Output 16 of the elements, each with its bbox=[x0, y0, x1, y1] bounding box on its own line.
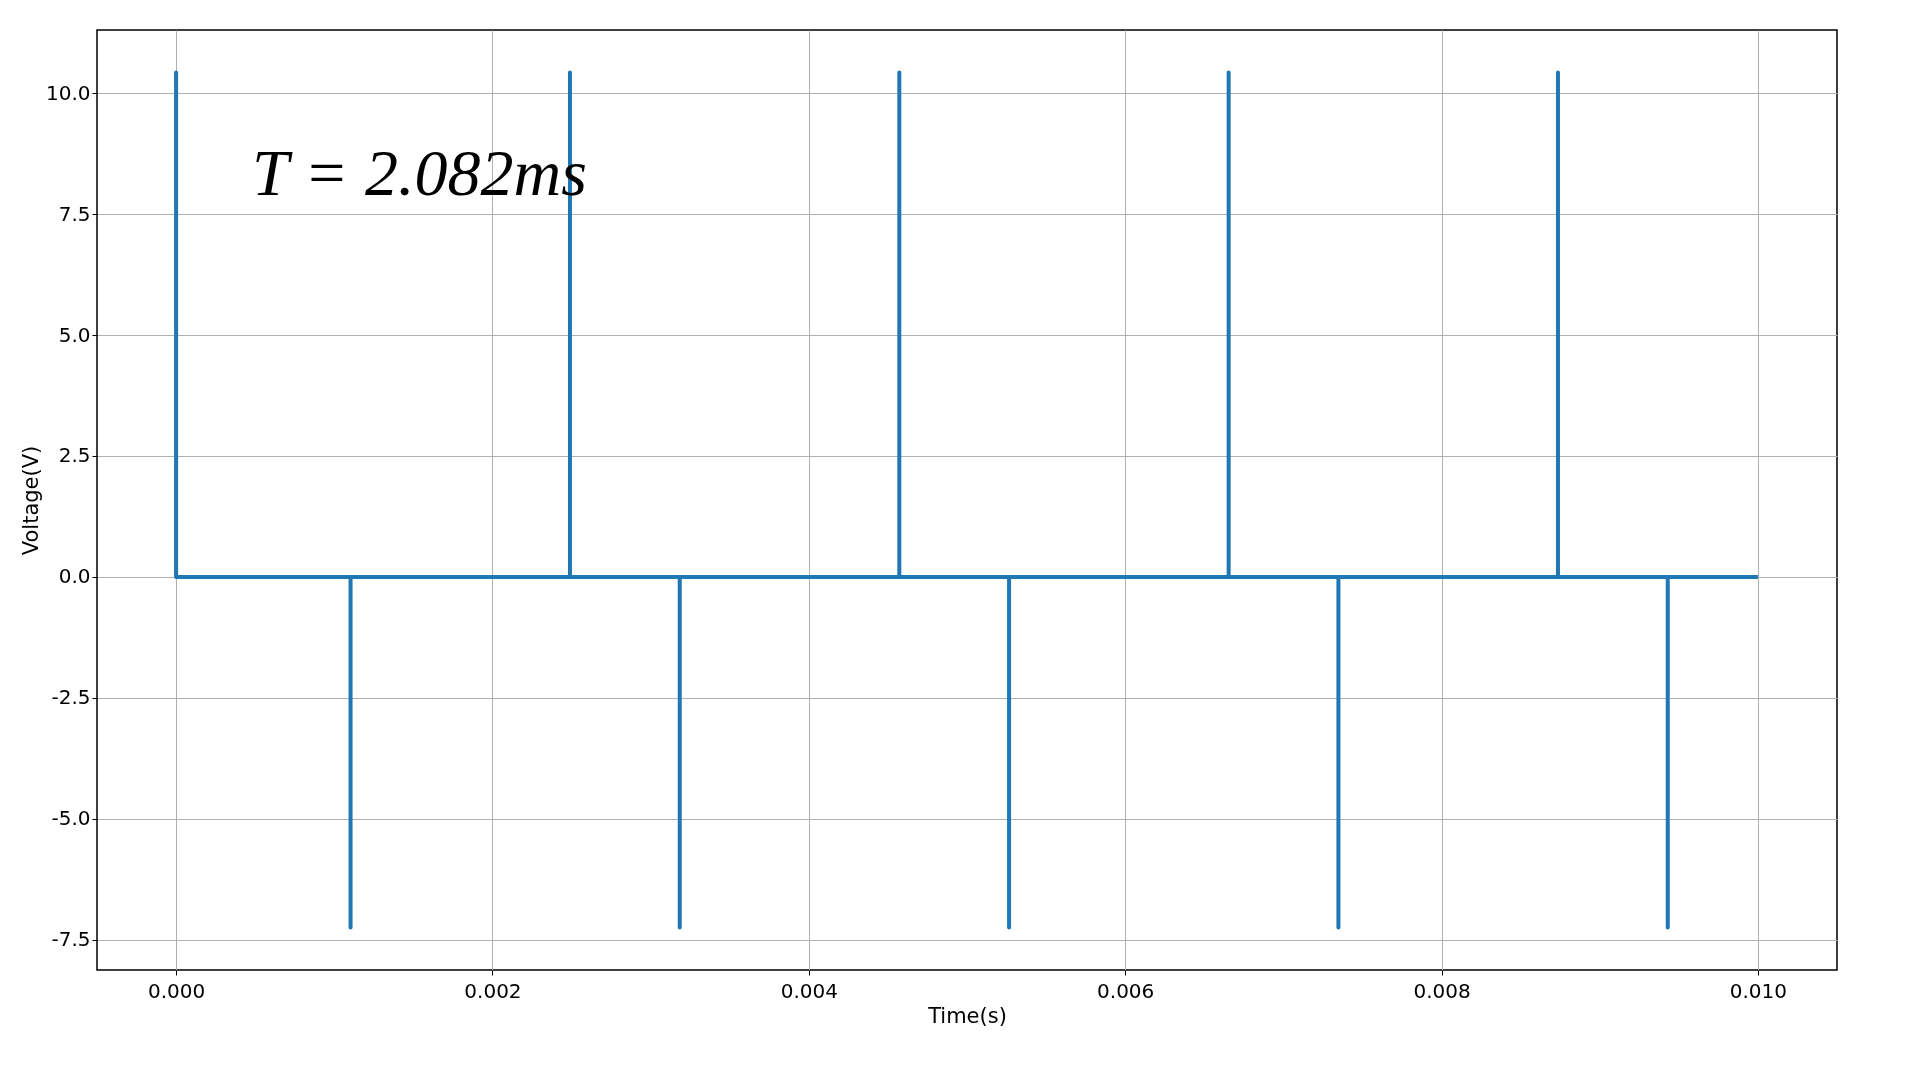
x-tick-label: 0.008 bbox=[1413, 978, 1471, 1003]
x-tick-label: 0.010 bbox=[1729, 978, 1788, 1003]
x-tick-label: 0.004 bbox=[780, 978, 838, 1003]
y-tick-label: 0.0 bbox=[58, 564, 91, 589]
y-tick-label: -7.5 bbox=[51, 927, 91, 952]
y-tick-label: 10.0 bbox=[45, 80, 91, 105]
y-tick-label: 2.5 bbox=[58, 443, 91, 468]
y-tick-label: -5.0 bbox=[51, 806, 91, 831]
x-tick-label: 0.002 bbox=[464, 978, 522, 1003]
y-tick-label: -2.5 bbox=[51, 685, 91, 710]
x-tick-label: 0.000 bbox=[147, 978, 206, 1003]
x-axis-title: Time(s) bbox=[927, 1003, 1007, 1028]
y-axis-title: Voltage(V) bbox=[18, 445, 43, 556]
y-tick-label: 5.0 bbox=[58, 322, 91, 347]
x-tick-label: 0.006 bbox=[1097, 978, 1155, 1003]
y-tick-label: 7.5 bbox=[58, 201, 91, 226]
